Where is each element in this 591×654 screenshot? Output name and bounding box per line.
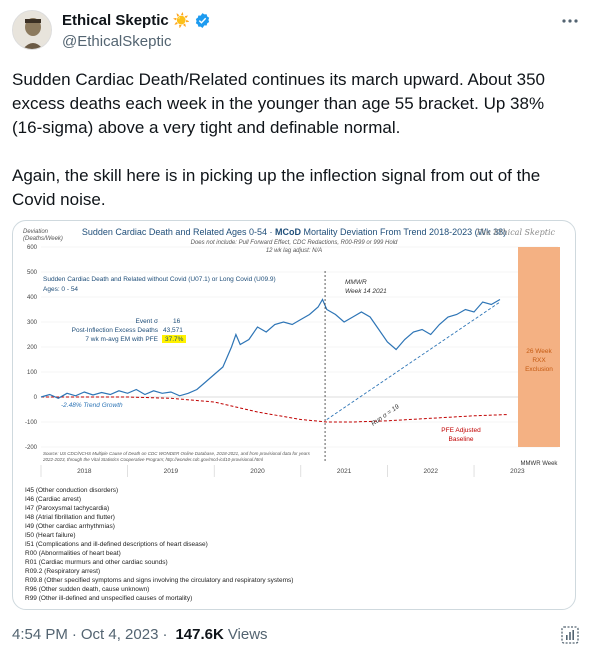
icd-code-item: I48 (Atrial fibrillation and flutter) bbox=[25, 514, 115, 521]
tweet-header: Ethical Skeptic ☀️ @EthicalSkeptic bbox=[12, 10, 579, 58]
x-tick-label: 2023 bbox=[510, 468, 525, 475]
baseline-line bbox=[41, 396, 509, 423]
exclusion-label: 26 Week bbox=[526, 348, 552, 355]
y-tick-label: 0 bbox=[34, 395, 38, 401]
y-axis-title: Deviation (Deaths/Week) bbox=[23, 229, 63, 242]
avatar-image bbox=[13, 11, 51, 49]
display-name[interactable]: Ethical Skeptic bbox=[62, 12, 169, 29]
event-sigma-value: 16 bbox=[173, 318, 181, 325]
icd-code-item: R00 (Abnormalities of heart beat) bbox=[25, 550, 121, 557]
y-tick-label: 100 bbox=[27, 370, 38, 376]
display-name-row[interactable]: Ethical Skeptic ☀️ bbox=[62, 12, 211, 29]
ages-label: Ages: 0 - 54 bbox=[43, 286, 78, 293]
chart-subtitle: Does not include: Pull Forward Effect, C… bbox=[190, 240, 398, 246]
y-tick-label: 500 bbox=[27, 270, 38, 276]
excess-deaths-value: 43,571 bbox=[163, 327, 183, 334]
brand-watermark: The Ethical Skeptic bbox=[475, 228, 555, 237]
exclusion-label: Exclusion bbox=[525, 366, 553, 373]
icd-code-item: I45 (Other conduction disorders) bbox=[25, 487, 119, 494]
more-options-icon[interactable] bbox=[561, 12, 579, 35]
analytics-icon[interactable] bbox=[561, 626, 579, 644]
tweet-date[interactable]: Oct 4, 2023 bbox=[80, 626, 159, 643]
tweet-paragraph: Again, the skill here is in picking up t… bbox=[12, 166, 541, 209]
source-note: 2022-2023, through the Vital Statistics … bbox=[42, 457, 264, 462]
icd-code-item: I50 (Heart failure) bbox=[25, 532, 76, 539]
series-line bbox=[40, 298, 501, 399]
avatar[interactable] bbox=[12, 10, 52, 50]
pfe-baseline-label: Baseline bbox=[449, 436, 474, 443]
excess-deaths-label: Post-Inflection Excess Deaths bbox=[72, 327, 159, 334]
verified-badge-icon bbox=[195, 13, 210, 28]
views-count: 147.6K bbox=[175, 626, 224, 643]
y-tick-label: 200 bbox=[27, 345, 38, 351]
y-tick-label: 300 bbox=[27, 320, 38, 326]
exclusion-label: RXX bbox=[532, 357, 546, 364]
y-tick-label: 400 bbox=[27, 295, 38, 301]
y-tick-label: -100 bbox=[25, 420, 38, 426]
icd-code-item: R96 (Other sudden death, cause unknown) bbox=[25, 586, 150, 593]
series-label: Sudden Cardiac Death and Related without… bbox=[43, 276, 276, 283]
icd-code-item: R01 (Cardiac murmurs and other cardiac s… bbox=[25, 559, 168, 566]
tweet-media-image[interactable]: Deviation (Deaths/Week) Sudden Cardiac D… bbox=[12, 220, 576, 610]
icd-code-item: R99 (Other ill-defined and unspecified c… bbox=[25, 595, 193, 602]
x-tick-label: 2022 bbox=[423, 468, 438, 475]
icd-code-item: I49 (Other cardiac arrhythmias) bbox=[25, 523, 115, 530]
mmwr-label: MMWR bbox=[345, 279, 367, 286]
run-sigma-label: Run σ = 19 bbox=[370, 403, 401, 427]
moving-average-label: 7 wk m-avg EM with PFE bbox=[85, 336, 158, 343]
tweet-time[interactable]: 4:54 PM bbox=[12, 626, 68, 643]
source-note: Source: US CDC/NCHS Multiple Cause of De… bbox=[43, 451, 311, 456]
icd-code-item: I46 (Cardiac arrest) bbox=[25, 496, 81, 503]
views-label: Views bbox=[227, 626, 268, 643]
icd-code-item: I47 (Paroxysmal tachycardia) bbox=[25, 505, 110, 512]
chart-title: Sudden Cardiac Death and Related Ages 0-… bbox=[81, 227, 507, 237]
icd-code-item: R09.8 (Other specified symptoms and sign… bbox=[25, 577, 294, 584]
x-tick-label: 2021 bbox=[337, 468, 352, 475]
icd-code-item: R09.2 (Respiratory arrest) bbox=[25, 568, 101, 575]
x-tick-label: 2020 bbox=[250, 468, 265, 475]
moving-average-highlight bbox=[162, 335, 186, 343]
chart-subtitle: 12 wk lag adjust: N/A bbox=[265, 248, 323, 254]
trend-growth-label: -2.48% Trend Growth bbox=[61, 402, 123, 409]
pfe-baseline-label: PFE Adjusted bbox=[441, 427, 481, 434]
mmwr-week-axis-label: MMWR Week bbox=[521, 461, 559, 467]
chart: 600 500 400 300 200 100 0 -100 -200 2018 2019 2020… bbox=[25, 245, 560, 477]
event-sigma-label: Event σ bbox=[136, 318, 158, 325]
tweet-paragraph: Sudden Cardiac Death/Related continues i… bbox=[12, 70, 545, 137]
icd-code-list: I45 (Other conduction disorders) I46 (Car… bbox=[25, 486, 293, 603]
x-tick-label: 2019 bbox=[164, 468, 179, 475]
user-handle[interactable]: @EthicalSkeptic bbox=[62, 33, 172, 50]
tweet-body: Sudden Cardiac Death/Related continues i… bbox=[12, 68, 579, 236]
icd-code-item: I51 (Complications and ill-defined descr… bbox=[25, 541, 208, 548]
tweet-footer: 4:54 PM · Oct 4, 2023 · 147.6K Views bbox=[12, 626, 579, 644]
y-tick-label: 600 bbox=[27, 245, 38, 251]
y-tick-label: -200 bbox=[25, 445, 38, 451]
sun-emoji-icon: ☀️ bbox=[172, 12, 191, 28]
mmwr-label: Week 14 2021 bbox=[345, 288, 387, 295]
moving-average-value: 37.7% bbox=[165, 336, 184, 343]
run-trend-line bbox=[326, 301, 501, 420]
exclusion-zone bbox=[518, 247, 560, 447]
x-tick-label: 2018 bbox=[77, 468, 92, 475]
